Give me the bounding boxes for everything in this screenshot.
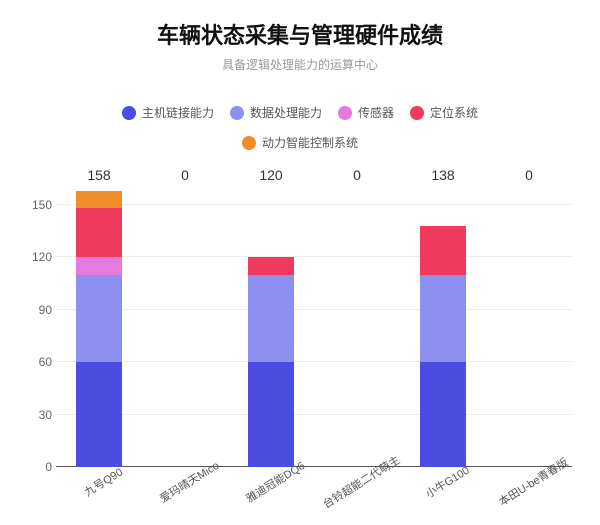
legend-swatch: [230, 106, 244, 120]
bars-group: 158 0 120 0 138 0: [56, 187, 572, 467]
legend: 主机链接能力 数据处理能力 传感器 定位系统动力智能控制系统: [20, 101, 580, 162]
bar-slot: 158: [56, 187, 142, 467]
legend-item[interactable]: 主机链接能力: [122, 102, 214, 125]
chart-subtitle: 具备逻辑处理能力的运算中心: [20, 56, 580, 73]
legend-label: 定位系统: [430, 102, 478, 125]
bar-segment[interactable]: [420, 226, 466, 275]
legend-swatch: [338, 106, 352, 120]
y-tick-label: 60: [22, 355, 52, 369]
bar-segment[interactable]: [76, 191, 122, 209]
bar-slot: 138: [400, 187, 486, 467]
bar-total-label: 158: [87, 167, 110, 187]
bar-segment[interactable]: [248, 362, 294, 467]
stacked-bar[interactable]: 138: [420, 187, 466, 467]
legend-label: 传感器: [358, 102, 394, 125]
legend-item[interactable]: 动力智能控制系统: [242, 132, 358, 155]
x-tick-label: 台铃超能二代萌主: [314, 469, 400, 519]
bar-segment[interactable]: [76, 208, 122, 257]
bar-segment[interactable]: [420, 275, 466, 363]
stacked-bar[interactable]: 0: [162, 187, 208, 467]
legend-swatch: [242, 136, 256, 150]
legend-item[interactable]: 定位系统: [410, 102, 478, 125]
legend-label: 动力智能控制系统: [262, 132, 358, 155]
stacked-bar[interactable]: 120: [248, 187, 294, 467]
bar-slot: 120: [228, 187, 314, 467]
chart-title: 车辆状态采集与管理硬件成绩: [20, 18, 580, 50]
chart-container: 车辆状态采集与管理硬件成绩 具备逻辑处理能力的运算中心 主机链接能力 数据处理能力…: [0, 0, 600, 525]
bar-slot: 0: [142, 187, 228, 467]
legend-item[interactable]: 传感器: [338, 102, 394, 125]
bar-total-label: 0: [181, 167, 189, 187]
bar-segment[interactable]: [76, 257, 122, 275]
legend-swatch: [122, 106, 136, 120]
y-tick-label: 150: [22, 198, 52, 212]
bar-total-label: 138: [431, 167, 454, 187]
x-tick-label: 雅迪冠能DQ6: [228, 469, 314, 519]
legend-label: 数据处理能力: [250, 102, 322, 125]
plot-area: 0306090120150 158012001380: [56, 187, 572, 467]
bar-segment[interactable]: [76, 275, 122, 363]
bar-segment[interactable]: [76, 362, 122, 467]
legend-swatch: [410, 106, 424, 120]
bar-segment[interactable]: [248, 257, 294, 275]
bar-total-label: 0: [525, 167, 533, 187]
bar-slot: 0: [314, 187, 400, 467]
x-tick-label: 爱玛晴天Mico: [142, 469, 228, 519]
stacked-bar[interactable]: 0: [334, 187, 380, 467]
x-tick-label: 本田U-be青春版: [486, 469, 572, 519]
bar-segment[interactable]: [248, 275, 294, 363]
bar-total-label: 120: [259, 167, 282, 187]
x-axis-labels: 九号Q90爱玛晴天Mico雅迪冠能DQ6台铃超能二代萌主小牛G100本田U-be…: [56, 469, 572, 519]
y-tick-label: 90: [22, 303, 52, 317]
bar-total-label: 0: [353, 167, 361, 187]
x-tick-label: 小牛G100: [400, 469, 486, 519]
y-tick-label: 30: [22, 408, 52, 422]
stacked-bar[interactable]: 158: [76, 187, 122, 467]
bar-segment[interactable]: [420, 362, 466, 467]
y-tick-label: 0: [22, 460, 52, 474]
legend-label: 主机链接能力: [142, 102, 214, 125]
bar-slot: 0: [486, 187, 572, 467]
y-tick-label: 120: [22, 250, 52, 264]
stacked-bar[interactable]: 0: [506, 187, 552, 467]
x-tick-label: 九号Q90: [56, 469, 142, 519]
legend-item[interactable]: 数据处理能力: [230, 102, 322, 125]
